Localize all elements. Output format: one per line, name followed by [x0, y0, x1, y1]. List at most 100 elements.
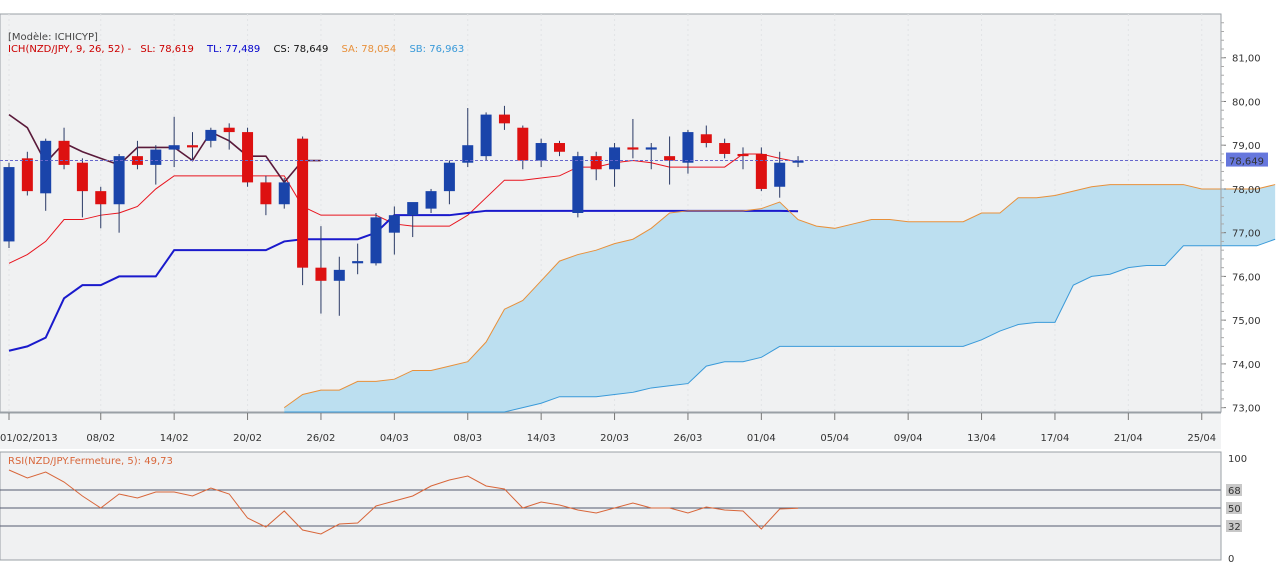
y-tick-label: 77,00 [1232, 229, 1261, 240]
candle-body [76, 162, 88, 192]
rsi-level-tag [1226, 520, 1242, 532]
y-tick-label: 76,00 [1232, 272, 1261, 283]
candle-body [278, 182, 290, 205]
rsi-tick-label: 0 [1228, 554, 1234, 562]
candle-body [664, 156, 676, 161]
candle-body [297, 138, 309, 268]
candle-body [719, 143, 731, 154]
rsi-tick-label: 32 [1228, 522, 1241, 533]
y-tick-label: 79,00 [1232, 141, 1261, 152]
rsi-title: RSI(NZD/JPY.Fermeture, 5): 49,73 [8, 456, 173, 467]
candle-body [150, 149, 162, 165]
y-tick-label: 78,00 [1232, 185, 1261, 196]
candle-body [40, 140, 52, 194]
candle-body [333, 269, 345, 281]
candle-body [645, 147, 657, 150]
candle-body [443, 162, 455, 192]
candle-body [462, 145, 474, 163]
candlesticks [3, 105, 804, 316]
series-tl-line [8, 209, 799, 352]
rsi-line [8, 469, 799, 535]
legend-tl: TL: 77,489 [206, 44, 260, 55]
candle-body [242, 132, 254, 183]
legend-sb: SB: 76,963 [409, 44, 464, 55]
candle-body [407, 202, 419, 216]
candle-body [352, 261, 364, 264]
rsi-level-tag [1226, 502, 1242, 514]
x-tick-label: 04/03 [380, 433, 409, 444]
x-tick-label: 14/02 [160, 433, 189, 444]
rsi-level-tag [1226, 484, 1242, 496]
x-tick-label: 26/02 [307, 433, 336, 444]
x-tick-label: 05/04 [820, 433, 849, 444]
time-axis-strip [0, 413, 1221, 449]
x-tick-label: 01/04 [747, 433, 776, 444]
candle-body [774, 162, 786, 187]
candle-body [425, 191, 437, 209]
rsi-axis: 100 68 50 32 0 [1220, 452, 1247, 562]
candle-body [205, 129, 217, 141]
rsi-panel-background [0, 451, 1222, 561]
series-sl-line [8, 153, 799, 264]
candle-body [554, 143, 565, 152]
candle-body [315, 267, 327, 281]
y-tick-label: 73,00 [1232, 404, 1261, 415]
price-axis: 81,00 80,00 79,00 78,00 77,00 76,00 75,00 74,00… [1220, 14, 1261, 415]
chart-title: [Modèle: ICHICYP] [8, 31, 98, 43]
candle-body [498, 114, 510, 124]
candle-body [113, 156, 125, 205]
candle-body [260, 182, 272, 205]
x-tick-label: 26/03 [674, 433, 703, 444]
rsi-series [8, 469, 799, 535]
legend-sl: SL: 78,619 [140, 44, 193, 55]
y-tick-label: 81,00 [1232, 54, 1261, 65]
candle-body [535, 143, 547, 161]
rsi-tick-label: 50 [1228, 504, 1241, 515]
candle-body [609, 147, 621, 170]
candle-body [755, 153, 767, 189]
candle-body [682, 132, 694, 163]
legend-sa: SA: 78,054 [342, 44, 397, 55]
x-tick-label: 13/04 [967, 433, 996, 444]
rsi-tick-label: 100 [1228, 454, 1247, 465]
y-tick-label: 80,00 [1232, 97, 1261, 108]
x-tick-label: 08/03 [453, 433, 482, 444]
ichimoku-lines [8, 113, 1276, 413]
candle-body [58, 140, 70, 165]
candle-body [590, 156, 602, 170]
x-tick-label: 25/04 [1187, 433, 1216, 444]
legend-cs: CS: 78,649 [273, 44, 328, 55]
candle-body [223, 127, 235, 133]
rsi-grid [0, 489, 1221, 527]
legend-ich: ICH(NZD/JPY, 9, 26, 52) - [8, 44, 132, 55]
rsi-tick-label: 68 [1228, 486, 1241, 497]
x-tick-label: 20/03 [600, 433, 629, 444]
x-tick-label: 14/03 [527, 433, 556, 444]
x-tick-label: 08/02 [86, 433, 115, 444]
series-sa-line [283, 184, 1276, 409]
series-sb-line [284, 238, 1276, 413]
candle-body [21, 158, 33, 192]
candle-body [627, 147, 639, 150]
ichimoku-legend: ICH(NZD/JPY, 9, 26, 52) - SL: 78,619 TL:… [8, 44, 464, 55]
candle-body [737, 153, 749, 157]
last-price-tag: 78,649 [1226, 152, 1268, 168]
x-tick-label: 01/02/2013 [0, 433, 58, 444]
candle-body [700, 134, 712, 144]
candle-body [388, 215, 400, 233]
x-tick-label: 20/02 [233, 433, 262, 444]
last-price-label: 78,649 [1229, 157, 1264, 168]
candle-body [572, 156, 584, 213]
y-tick-label: 74,00 [1232, 360, 1261, 371]
candle-body [370, 217, 382, 264]
x-tick-label: 09/04 [894, 433, 923, 444]
y-tick-label: 75,00 [1232, 316, 1261, 327]
candle-body [3, 167, 15, 242]
candle-body [168, 145, 180, 150]
candle-body [187, 145, 198, 148]
x-tick-label: 21/04 [1114, 433, 1143, 444]
cloud-fill [284, 184, 1276, 412]
candle-body [480, 114, 492, 157]
time-axis: 01/02/2013 08/02 14/02 20/02 26/02 04/03 08/03… [0, 413, 1216, 444]
candle-body [517, 127, 529, 161]
